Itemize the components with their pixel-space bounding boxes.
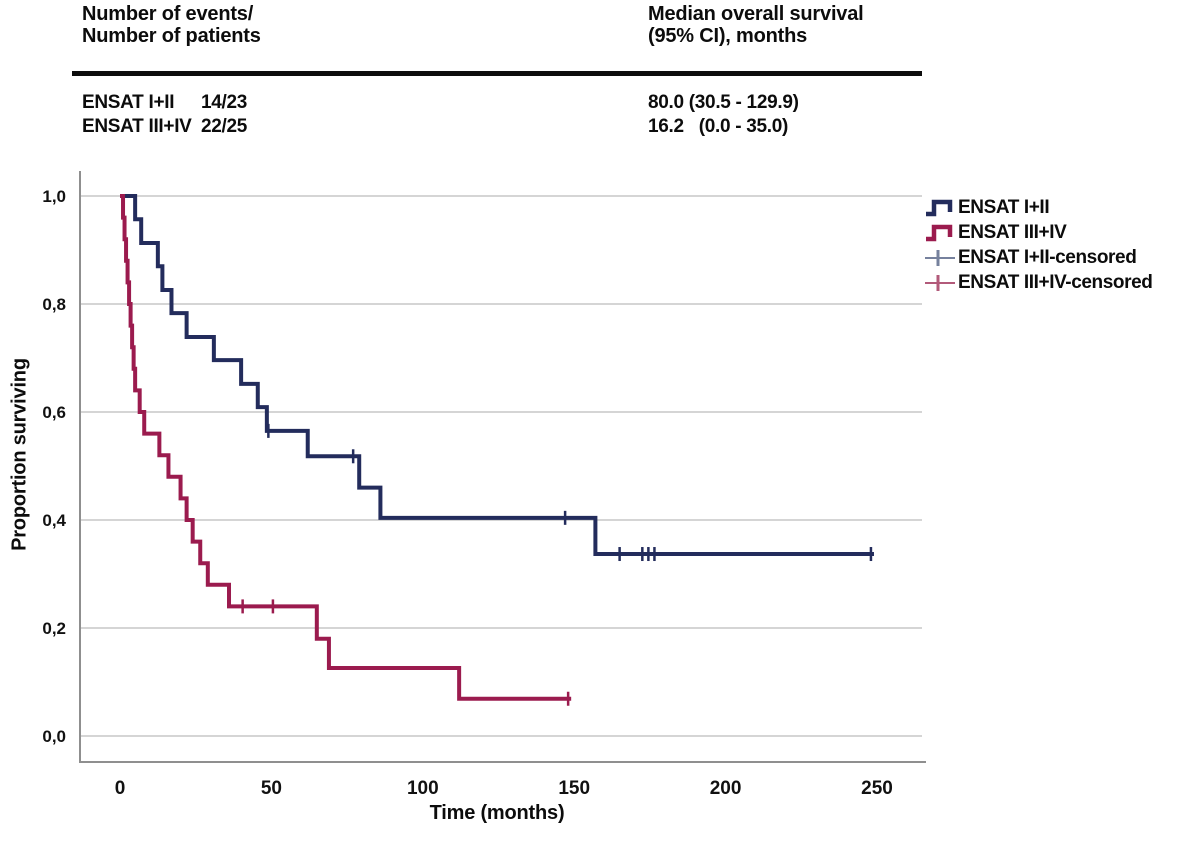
median-survival-header-line1: Median overall survival: [648, 3, 864, 25]
y-tick-label: 1,0: [42, 187, 66, 206]
median-cell: 16.2 (0.0 - 35.0): [648, 116, 789, 137]
y-tick-label: 0,8: [42, 295, 66, 314]
x-tick-label: 150: [558, 778, 590, 799]
group-cell: ENSAT I+II: [82, 92, 175, 113]
x-tick-label: 200: [710, 778, 742, 799]
events-patients-header: Number of events/ Number of patients: [82, 3, 261, 47]
header-rule: [72, 71, 922, 76]
survival-curve-ensat-i-ii: [120, 194, 874, 557]
x-axis-title: Time (months): [429, 802, 565, 824]
step-line-icon: [926, 224, 953, 241]
x-tick-label: 100: [407, 778, 439, 799]
y-tick-label: 0,4: [42, 511, 66, 530]
step-line-glyph: [926, 224, 953, 241]
events-cell: 14/23: [201, 92, 248, 113]
y-tick-label: 0,6: [42, 403, 66, 422]
step-line-glyph: [926, 199, 953, 216]
legend-label: ENSAT III+IV-censored: [958, 271, 1153, 293]
survival-curve-ensat-iii-iv: [120, 194, 572, 701]
plus-censored-icon: [925, 274, 955, 291]
plus-censored-icon: [925, 249, 955, 266]
step-line-icon: [926, 199, 953, 216]
y-tick-label: 0,2: [42, 619, 66, 638]
events-cell: 22/25: [201, 116, 248, 137]
legend-item-ensat-1-2-censored: ENSAT I+II-censored: [924, 245, 1153, 270]
y-axis-title: Proportion surviving: [8, 358, 31, 551]
legend-item-ensat-3-4: ENSAT III+IV: [924, 220, 1153, 245]
events-patients-header-line2: Number of patients: [82, 25, 261, 47]
group-cell: ENSAT III+IV: [82, 116, 192, 137]
legend-label: ENSAT III+IV: [958, 221, 1067, 243]
legend-item-ensat-1-2: ENSAT I+II: [924, 195, 1153, 220]
median-survival-header-line2: (95% CI), months: [648, 25, 808, 47]
legend-label: ENSAT I+II: [958, 196, 1050, 218]
y-tick-label: 0,0: [42, 727, 66, 746]
median-cell: 80.0 (30.5 - 129.9): [648, 92, 799, 113]
events-patients-header-line1: Number of events/: [82, 3, 254, 25]
legend-label: ENSAT I+II-censored: [958, 246, 1137, 268]
median-survival-header: Median overall survival (95% CI), months: [648, 3, 864, 47]
legend-item-ensat-3-4-censored: ENSAT III+IV-censored: [924, 270, 1153, 295]
x-tick-label: 50: [261, 778, 282, 799]
x-tick-label: 0: [115, 778, 126, 799]
legend: ENSAT I+II ENSAT III+IV ENSAT I+II-censo…: [924, 195, 1153, 295]
x-tick-label: 250: [861, 778, 893, 799]
